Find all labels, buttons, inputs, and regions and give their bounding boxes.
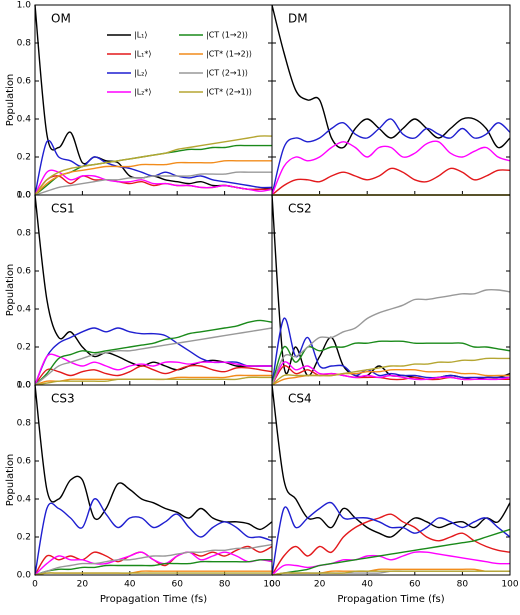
series-line bbox=[34, 135, 273, 196]
legend-label: |L₁⟩ bbox=[134, 31, 147, 40]
series-line bbox=[34, 327, 272, 386]
series-line bbox=[271, 118, 511, 196]
legend-label: |L₁*⟩ bbox=[134, 50, 151, 59]
x-tick-label: 100 bbox=[263, 580, 280, 590]
series-line bbox=[271, 140, 511, 196]
y-tick-label: 0.2 bbox=[17, 343, 31, 353]
y-tick-label: 1.0 bbox=[17, 381, 32, 391]
series-line bbox=[34, 194, 272, 371]
panel-title: DM bbox=[288, 12, 308, 26]
legend-label: |L₂⟩ bbox=[134, 69, 147, 78]
panel-title: CS1 bbox=[51, 202, 75, 216]
series-line bbox=[34, 327, 273, 386]
y-tick-label: 0.0 bbox=[17, 191, 32, 201]
series-line bbox=[34, 558, 273, 576]
series-line bbox=[34, 159, 272, 196]
y-tick-label: 0.2 bbox=[17, 153, 31, 163]
series-line bbox=[271, 194, 511, 381]
x-tick-label: 40 bbox=[361, 580, 373, 590]
x-tick-label: 80 bbox=[457, 580, 469, 590]
y-axis-label: Population bbox=[5, 74, 16, 127]
panel-title: CS3 bbox=[51, 392, 75, 406]
series-line bbox=[271, 4, 511, 149]
x-tick-label: 60 bbox=[409, 580, 421, 590]
plot-frame bbox=[34, 194, 273, 386]
y-tick-label: 0.8 bbox=[17, 419, 32, 429]
y-tick-label: 0.4 bbox=[17, 305, 32, 315]
y-tick-label: 0.4 bbox=[17, 495, 32, 505]
y-tick-label: 0.6 bbox=[17, 77, 32, 87]
series-line bbox=[271, 288, 511, 386]
series-line bbox=[271, 357, 510, 386]
x-tick-label: 20 bbox=[314, 580, 326, 590]
x-tick-label: 100 bbox=[501, 580, 518, 590]
series-line bbox=[34, 364, 273, 386]
series-line bbox=[34, 551, 273, 576]
series-line bbox=[271, 167, 511, 196]
x-axis-label: Propagation Time (fs) bbox=[337, 594, 444, 605]
series-line bbox=[271, 551, 511, 576]
x-tick-label: 20 bbox=[77, 580, 89, 590]
series-line bbox=[34, 353, 272, 386]
series-line bbox=[271, 317, 510, 386]
panel-title: OM bbox=[51, 12, 71, 26]
series-line bbox=[34, 374, 272, 386]
y-tick-label: 0.6 bbox=[17, 457, 32, 467]
series-line bbox=[34, 543, 273, 576]
plot-frame bbox=[271, 194, 511, 386]
series-line bbox=[271, 528, 511, 576]
panel-title: CS2 bbox=[288, 202, 312, 216]
series-line bbox=[271, 501, 511, 576]
series-line bbox=[34, 171, 272, 196]
series-line bbox=[271, 384, 511, 538]
series-line bbox=[271, 570, 510, 576]
legend-label: |CT* (2→1)⟩ bbox=[206, 88, 252, 97]
series-line bbox=[271, 361, 511, 386]
y-tick-label: 0.8 bbox=[17, 229, 32, 239]
legend-label: |CT (2→1)⟩ bbox=[206, 69, 248, 78]
y-tick-label: 0.0 bbox=[17, 381, 32, 391]
series-line bbox=[271, 568, 510, 576]
series-line bbox=[34, 498, 273, 576]
x-tick-label: 60 bbox=[171, 580, 183, 590]
x-tick-label: 80 bbox=[219, 580, 231, 590]
y-tick-label: 1.0 bbox=[17, 191, 32, 201]
x-axis-label: Propagation Time (fs) bbox=[100, 594, 207, 605]
panel-title: CS4 bbox=[288, 392, 312, 406]
y-tick-label: 0.6 bbox=[17, 267, 32, 277]
x-tick-label: 40 bbox=[124, 580, 136, 590]
y-tick-label: 0.0 bbox=[17, 571, 32, 581]
legend-label: |CT (1→2)⟩ bbox=[206, 31, 248, 40]
legend-label: |L₂*⟩ bbox=[134, 88, 151, 97]
y-tick-label: 0.4 bbox=[17, 115, 32, 125]
series-line bbox=[34, 169, 273, 196]
series-line bbox=[34, 384, 273, 531]
y-axis-label: Population bbox=[5, 454, 16, 507]
series-line bbox=[271, 340, 511, 386]
y-tick-label: 0.2 bbox=[17, 533, 31, 543]
y-tick-label: 0.8 bbox=[17, 39, 32, 49]
series-line bbox=[271, 513, 511, 576]
x-tick-label: 0 bbox=[32, 580, 38, 590]
series-line bbox=[34, 376, 272, 386]
y-tick-label: 1.0 bbox=[17, 1, 32, 11]
y-axis-label: Population bbox=[5, 264, 16, 317]
legend-label: |CT* (1→2)⟩ bbox=[206, 50, 252, 59]
x-tick-label: 0 bbox=[269, 580, 275, 590]
plot-frame bbox=[271, 384, 511, 576]
series-line bbox=[34, 572, 272, 576]
series-line bbox=[34, 319, 273, 386]
